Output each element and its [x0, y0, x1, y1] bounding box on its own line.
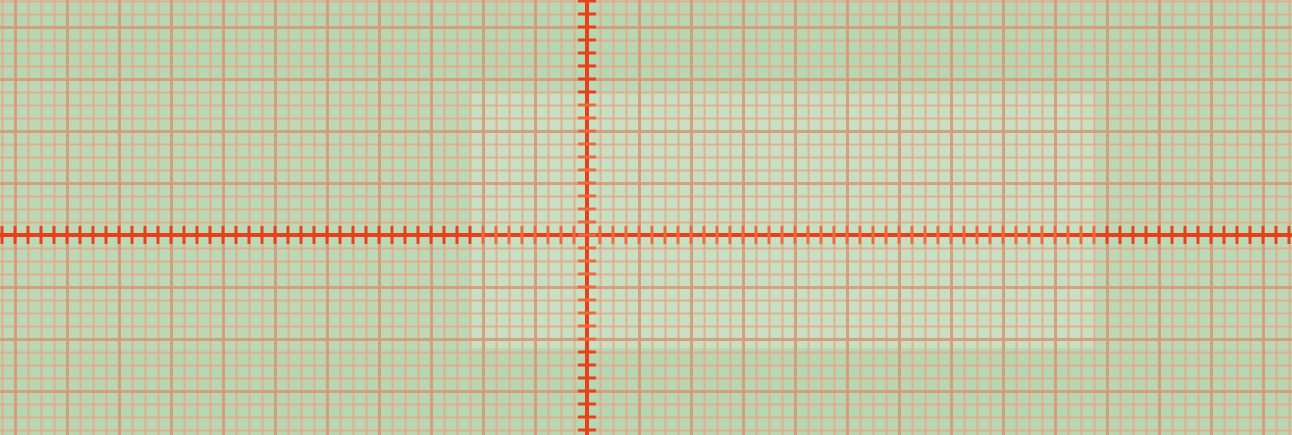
glow-band	[0, 78, 1292, 348]
horizontal-axis	[0, 226, 1292, 244]
vertical-axis	[578, 0, 596, 435]
